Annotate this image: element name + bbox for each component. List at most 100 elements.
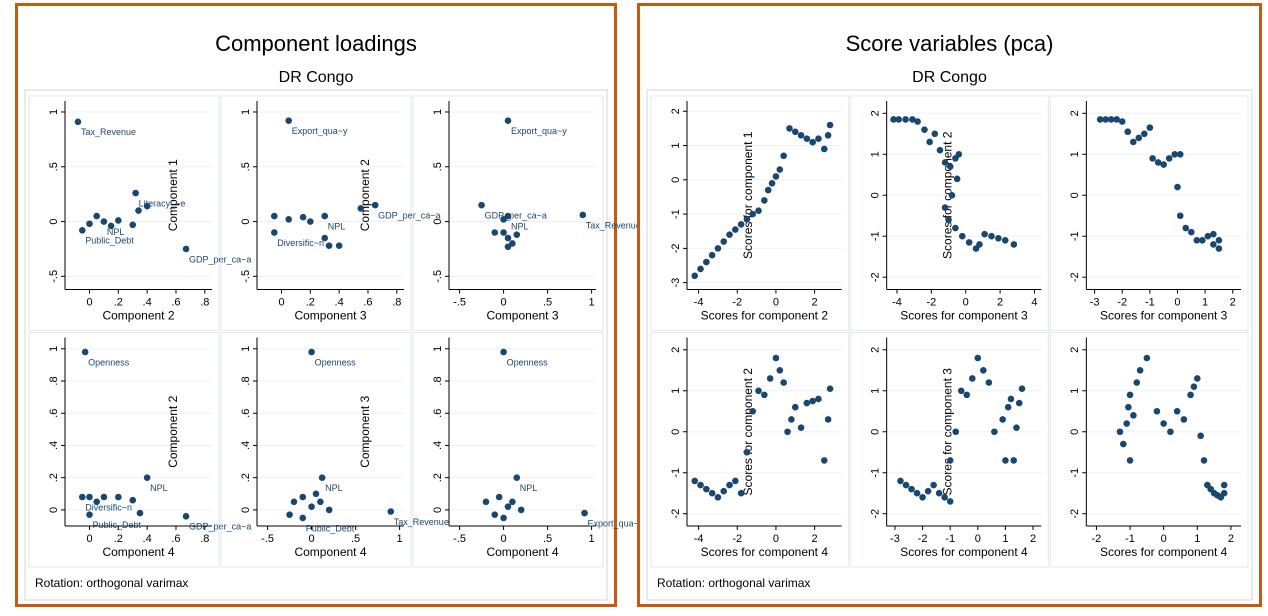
point bbox=[946, 163, 954, 170]
point bbox=[1010, 457, 1018, 464]
x-tick-label: 2 bbox=[1030, 533, 1036, 545]
x-tick-label: .4 bbox=[143, 296, 152, 308]
point bbox=[357, 205, 365, 212]
point-label: GDP_per_ca~a bbox=[189, 522, 251, 532]
x-tick-label: .8 bbox=[200, 533, 209, 545]
panel-frame bbox=[15, 3, 617, 607]
point bbox=[1154, 159, 1162, 166]
point bbox=[897, 477, 904, 485]
point bbox=[948, 191, 956, 199]
x-tick-label: 0 bbox=[1161, 533, 1167, 545]
point bbox=[371, 201, 379, 209]
y-tick-label: 0 bbox=[240, 218, 252, 224]
point bbox=[720, 487, 728, 495]
x-tick-label: .6 bbox=[171, 296, 180, 308]
y-tick-label: -1 bbox=[670, 209, 682, 219]
point bbox=[286, 511, 293, 519]
x-axis-label: Scores for component 3 bbox=[900, 309, 1028, 323]
x-tick-label: -3 bbox=[1090, 296, 1100, 308]
point-label: Openness bbox=[507, 357, 549, 367]
x-tick-label: 0 bbox=[1174, 296, 1180, 308]
point bbox=[86, 493, 93, 501]
point bbox=[952, 428, 960, 436]
x-tick-label: 4 bbox=[1031, 296, 1037, 308]
y-tick-label: -2 bbox=[670, 243, 682, 253]
cell-frame bbox=[220, 95, 412, 331]
x-tick-label: -1 bbox=[1125, 533, 1135, 545]
x-axis-label: Component 4 bbox=[294, 545, 366, 559]
y-tick-label: 0 bbox=[240, 507, 252, 513]
point bbox=[1120, 440, 1127, 448]
point bbox=[924, 487, 932, 495]
point bbox=[1123, 420, 1130, 427]
y-tick-label: 1 bbox=[670, 388, 682, 394]
point bbox=[1173, 407, 1181, 415]
x-tick-label: -2 bbox=[918, 533, 928, 545]
point bbox=[500, 348, 507, 356]
y-tick-label: .8 bbox=[240, 376, 252, 385]
x-axis-label: Scores for component 3 bbox=[1100, 309, 1228, 323]
point bbox=[755, 387, 762, 395]
point bbox=[93, 498, 101, 506]
y-tick-label: 0 bbox=[1069, 429, 1081, 435]
point bbox=[1160, 161, 1167, 168]
point bbox=[100, 218, 108, 225]
y-tick-label: 1 bbox=[48, 109, 60, 115]
y-tick-label: .6 bbox=[48, 409, 60, 418]
point-label: Public_Debt bbox=[93, 520, 142, 530]
point bbox=[732, 477, 739, 485]
point bbox=[946, 457, 954, 464]
panel-subtitle: DR Congo bbox=[912, 69, 987, 86]
point bbox=[1171, 150, 1179, 158]
y-tick-label: 1 bbox=[48, 346, 60, 352]
point bbox=[1180, 416, 1188, 423]
point bbox=[726, 231, 733, 238]
point bbox=[1001, 237, 1009, 244]
cell-frame bbox=[28, 332, 220, 568]
point bbox=[1187, 391, 1194, 399]
x-tick-label: .2 bbox=[114, 533, 123, 545]
point bbox=[820, 457, 828, 464]
point bbox=[963, 391, 971, 399]
point bbox=[517, 506, 525, 514]
x-tick-label: 1 bbox=[589, 296, 595, 308]
y-tick-label: 1 bbox=[432, 346, 444, 352]
point bbox=[988, 232, 995, 240]
point-label: Tax_Revenue bbox=[394, 517, 449, 527]
point bbox=[100, 493, 108, 501]
x-tick-label: .4 bbox=[335, 296, 344, 308]
y-axis-label: Component 3 bbox=[358, 395, 372, 467]
point bbox=[500, 216, 507, 223]
point-label: Public_Debt bbox=[85, 236, 134, 246]
x-axis-label: Scores for component 4 bbox=[701, 545, 829, 559]
point bbox=[826, 385, 834, 393]
point-label: Export_qua~y bbox=[292, 126, 348, 136]
point bbox=[803, 135, 811, 142]
point bbox=[1124, 128, 1132, 136]
point-label: Literacy_~e bbox=[139, 198, 186, 208]
point bbox=[957, 387, 965, 395]
point bbox=[182, 245, 190, 253]
x-tick-label: 2 bbox=[812, 533, 818, 545]
point bbox=[926, 138, 933, 146]
cell-frame bbox=[28, 95, 220, 331]
cell-frame bbox=[1049, 95, 1249, 331]
point-label: NPL bbox=[511, 221, 529, 231]
point bbox=[1174, 183, 1181, 191]
x-tick-label: -2 bbox=[732, 296, 742, 308]
point bbox=[135, 207, 142, 214]
point-label: Export_qua~y bbox=[588, 518, 644, 528]
point bbox=[1197, 432, 1204, 440]
point bbox=[335, 242, 343, 249]
point bbox=[1165, 155, 1173, 162]
y-tick-label: .8 bbox=[432, 376, 444, 385]
panel-frame bbox=[637, 3, 1262, 607]
y-tick-label: .2 bbox=[240, 473, 252, 482]
point bbox=[768, 179, 776, 187]
point bbox=[491, 511, 499, 519]
y-tick-label: -.5 bbox=[240, 270, 252, 283]
y-tick-label: 0 bbox=[670, 429, 682, 435]
point bbox=[697, 481, 704, 489]
x-tick-label: 0 bbox=[278, 296, 284, 308]
point bbox=[1107, 116, 1115, 123]
